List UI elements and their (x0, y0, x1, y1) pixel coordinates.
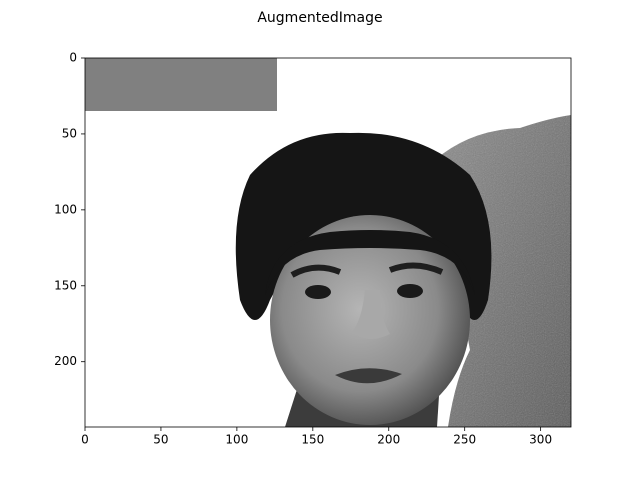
y-tick-label: 50 (62, 126, 77, 140)
x-tick-label: 50 (153, 433, 168, 447)
eyebrow-right (388, 262, 444, 275)
x-tick-label: 300 (529, 433, 552, 447)
image (85, 58, 571, 427)
x-tick-label: 250 (453, 433, 476, 447)
chart-title: AugmentedImage (257, 10, 382, 26)
eyebrow-left (290, 264, 342, 278)
hairline (265, 230, 475, 295)
y-tick-label: 0 (69, 51, 77, 65)
axes-frame (84, 57, 572, 428)
y-tick-label: 150 (54, 278, 77, 292)
occlusion-patch (85, 58, 277, 111)
y-tick-label: 100 (54, 202, 77, 216)
x-tick-label: 100 (225, 433, 248, 447)
eye-right (397, 284, 423, 298)
x-tick-label: 150 (301, 433, 324, 447)
x-tick-label: 0 (81, 433, 89, 447)
eye-left (305, 285, 331, 299)
x-tick-label: 200 (377, 433, 400, 447)
mouth (335, 368, 402, 384)
nose (352, 290, 390, 340)
y-tick-label: 200 (54, 354, 77, 368)
